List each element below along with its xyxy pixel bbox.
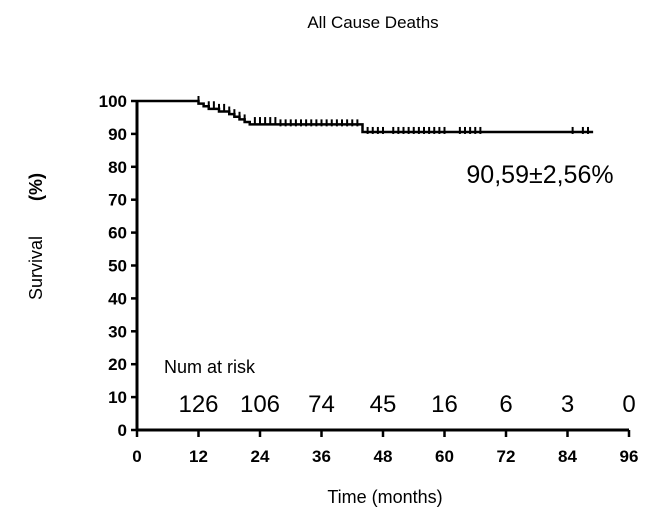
y-tick-label: 60 [108, 224, 127, 243]
x-tick-label: 72 [497, 447, 516, 466]
risk-table: 126 106 74 45 16 6 3 0 [178, 391, 635, 418]
y-axis-unit: (%) [26, 173, 46, 201]
y-tick-label: 0 [118, 421, 127, 440]
series-line [137, 99, 594, 134]
y-tick-label: 30 [108, 322, 127, 341]
y-tick-label: 70 [108, 191, 127, 210]
y-tick-label: 80 [108, 158, 127, 177]
y-tick-label: 20 [108, 355, 127, 374]
survival-annotation: 90,59±2,56% [466, 161, 613, 189]
x-tick-label: 24 [251, 447, 270, 466]
survival-curve [137, 99, 594, 134]
y-tick-label: 10 [108, 388, 127, 407]
risk-count: 3 [561, 391, 574, 418]
censor-marks [197, 96, 589, 134]
x-tick-label: 0 [132, 447, 141, 466]
x-tick-label: 36 [312, 447, 331, 466]
x-axis: 0 12 24 36 48 60 72 84 96 [132, 428, 639, 466]
y-axis-label: Survival [26, 236, 46, 300]
risk-count: 6 [499, 391, 512, 418]
risk-count: 106 [240, 391, 280, 418]
x-tick-label: 96 [620, 447, 639, 466]
x-axis-label: Time (months) [327, 487, 442, 507]
risk-count: 74 [308, 391, 335, 418]
x-tick-label: 12 [189, 447, 208, 466]
risk-count: 45 [370, 391, 397, 418]
x-tick-label: 60 [435, 447, 454, 466]
y-tick-label: 40 [108, 289, 127, 308]
y-tick-label: 50 [108, 257, 127, 276]
risk-table-title: Num at risk [164, 357, 256, 377]
y-tick-label: 100 [99, 92, 127, 111]
risk-count: 0 [622, 391, 635, 418]
x-tick-label: 48 [374, 447, 393, 466]
chart-title: All Cause Deaths [307, 13, 438, 32]
x-tick-label: 84 [558, 447, 577, 466]
risk-count: 126 [178, 391, 218, 418]
y-tick-label: 90 [108, 125, 127, 144]
y-axis: 0 10 20 30 40 50 60 70 80 90 100 [99, 92, 139, 440]
risk-count: 16 [431, 391, 458, 418]
